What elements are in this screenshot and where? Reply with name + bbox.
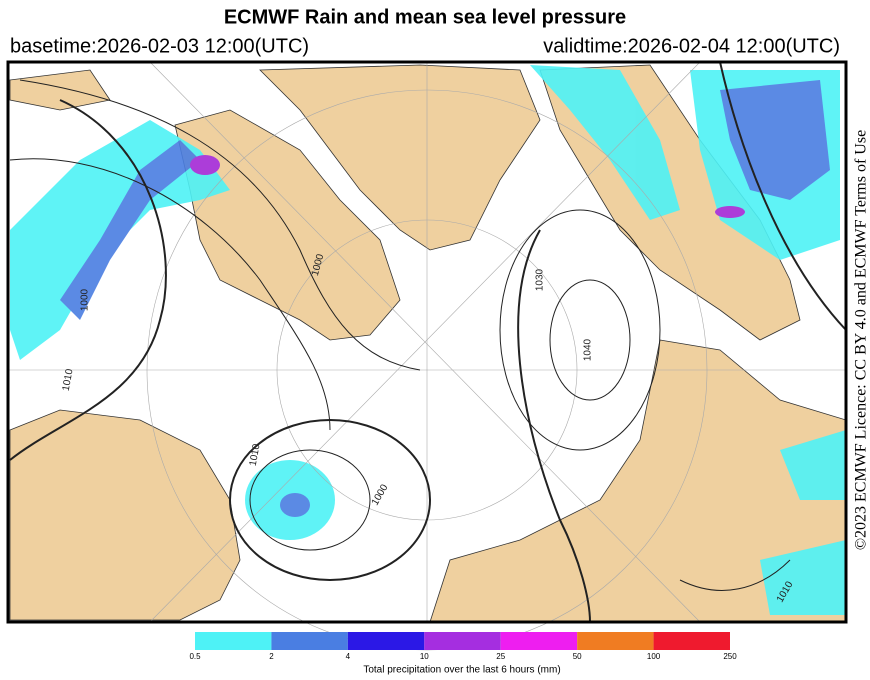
land [9, 64, 847, 623]
contour-label: 1000 [80, 288, 91, 311]
colorbar-segment [347, 632, 425, 650]
colorbar-segment [195, 632, 272, 650]
contour-label: 1030 [535, 268, 546, 291]
credit: ©2023 ECMWF Licence: CC BY 4.0 and ECMWF… [853, 130, 870, 550]
map-frame [6, 60, 848, 624]
colorbar-segment [500, 632, 578, 650]
contour-label: 1010 [61, 368, 76, 392]
graticule [8, 61, 846, 651]
colorbar-caption: Total precipitation over the last 6 hour… [363, 665, 560, 676]
colorbar-tick-label: 10 [420, 652, 429, 661]
contour-label: 1040 [583, 338, 594, 361]
colorbar-tick-label: 50 [573, 652, 582, 661]
colorbar-segment [271, 632, 348, 650]
basetime: basetime:2026-02-03 12:00(UTC) [10, 35, 309, 57]
colorbar-tick-label: 2 [269, 652, 274, 661]
colorbar-tick-label: 0.5 [189, 652, 201, 661]
colorbar-tick-label: 4 [346, 652, 351, 661]
precipitation [10, 65, 846, 615]
colorbar-segment [577, 632, 654, 650]
title: ECMWF Rain and mean sea level pressure [224, 6, 626, 28]
validtime: validtime:2026-02-04 12:00(UTC) [543, 35, 840, 57]
colorbar-segment [653, 632, 730, 650]
colorbar-tick-label: 100 [647, 652, 661, 661]
colorbar-tick-label: 250 [723, 652, 737, 661]
colorbar-tick-label: 25 [496, 652, 505, 661]
contour-label: 1010 [248, 443, 263, 467]
colorbar: 0.5 2 4 10 25 50 100 250 [189, 632, 737, 661]
colorbar-segment [424, 632, 501, 650]
isobars [9, 61, 847, 623]
